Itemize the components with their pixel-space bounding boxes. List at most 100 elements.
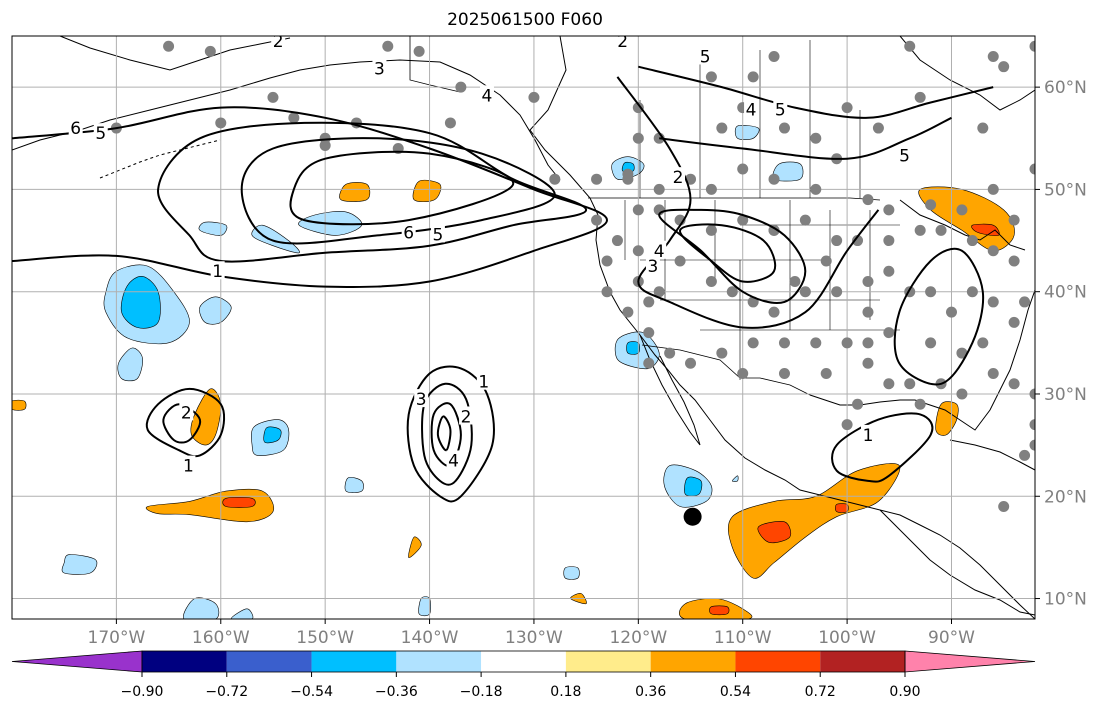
- station-dot: [904, 378, 916, 390]
- contour-label: 2: [273, 32, 284, 52]
- lat-tick-label: 40°N: [1044, 283, 1087, 303]
- contour-label: 5: [95, 124, 106, 144]
- coastline-north-america: [529, 36, 1035, 619]
- station-dot: [653, 286, 665, 298]
- contour-label: 1: [478, 373, 489, 393]
- contour-label-bg: [68, 118, 83, 137]
- colorbar: −0.90 −0.72 −0.54 −0.36 −0.18 0.18 0.36 0.54 0.7…: [11, 650, 1036, 700]
- station-dot: [705, 275, 717, 287]
- station-dot: [820, 368, 832, 380]
- alaska-border: [409, 36, 461, 93]
- station-dot: [778, 122, 790, 134]
- station-dot: [622, 306, 634, 318]
- colorbar-tick-label: −0.36: [375, 684, 418, 700]
- contour-label-bg: [93, 123, 108, 142]
- contour-label-bg: [615, 36, 630, 50]
- station-dot: [413, 45, 425, 57]
- station-dot: [1008, 255, 1020, 267]
- station-dot: [862, 194, 874, 206]
- station-dot: [601, 255, 613, 267]
- contour-label: 3: [416, 390, 427, 410]
- station-dot: [768, 306, 780, 318]
- coastline-alaska-north: [59, 36, 291, 71]
- lon-tick-label: 90°W: [928, 628, 975, 648]
- station-dot: [799, 286, 811, 298]
- station-dot: [956, 204, 968, 216]
- station-dot: [987, 50, 999, 62]
- station-dot: [925, 199, 937, 211]
- contour-label-bg: [372, 58, 387, 77]
- contour-ridge-north-1: [638, 65, 994, 119]
- station-dot: [1019, 296, 1031, 308]
- colorbar-tick-label: −0.72: [205, 684, 248, 700]
- station-dot: [768, 50, 780, 62]
- contour-east-ridge: [893, 247, 985, 386]
- station-dot: [977, 337, 989, 349]
- contour-label-bg: [479, 85, 494, 104]
- station-dot: [1029, 419, 1035, 431]
- station-dot: [591, 214, 603, 226]
- station-dot: [768, 173, 780, 185]
- shade-pos-far-west: [12, 399, 27, 411]
- station-dot: [643, 327, 655, 339]
- colorbar-tick-label: −0.18: [460, 684, 503, 700]
- station-dot: [914, 224, 926, 236]
- station-dot: [852, 398, 864, 410]
- station-dot: [977, 122, 989, 134]
- station-dot: [591, 173, 603, 185]
- station-dot: [987, 296, 999, 308]
- station-dot: [528, 91, 540, 103]
- map-title: 2025061500 F060: [447, 10, 603, 30]
- station-dot: [716, 122, 728, 134]
- coastline-alaska: [12, 59, 561, 181]
- contour-label: 2: [617, 32, 628, 52]
- gridlines: [12, 36, 1035, 619]
- station-dot: [883, 378, 895, 390]
- station-dot: [883, 265, 895, 277]
- colorbar-segment: [396, 651, 482, 672]
- station-dot: [810, 132, 822, 144]
- station-dot: [1019, 449, 1031, 461]
- station-dot: [883, 327, 895, 339]
- station-dot: [1008, 214, 1020, 226]
- shade-neg-west-small: [199, 296, 232, 325]
- station-dot: [444, 117, 456, 129]
- station-dot: [778, 368, 790, 380]
- marker-layer: [683, 507, 702, 526]
- station-dot: [685, 357, 697, 369]
- station-dot: [737, 163, 749, 175]
- station-dot: [841, 102, 853, 114]
- station-dot: [1029, 163, 1035, 175]
- colorbar-tick-label: 0.18: [550, 684, 581, 700]
- contour-label: 5: [899, 147, 910, 167]
- lon-tick-label: 120°W: [609, 628, 667, 648]
- contour-label-bg: [476, 371, 491, 390]
- contour-low-central-pacific-1: [145, 387, 226, 458]
- contour-label: 4: [448, 451, 459, 471]
- shade-pos-great-lakes-core: [971, 223, 1000, 236]
- contour-label-bg: [773, 99, 788, 118]
- shade-pos-mexico-big-core-2: [835, 503, 849, 513]
- colorbar-segment: [226, 651, 312, 672]
- station-dot: [820, 255, 832, 267]
- station-dot: [883, 204, 895, 216]
- shade-neg-mexico-west-core: [684, 476, 703, 497]
- contour-low-east-pacific-4: [436, 415, 452, 452]
- contour-label: 6: [70, 119, 81, 139]
- contour-label-bg: [652, 240, 667, 259]
- contour-label-bg: [698, 46, 713, 65]
- lat-tick-label: 60°N: [1044, 78, 1087, 98]
- colorbar-segment: [820, 651, 905, 672]
- station-dot: [653, 183, 665, 195]
- station-dot: [862, 275, 874, 287]
- station-dot: [966, 286, 978, 298]
- shade-neg-hawaii-core: [263, 426, 282, 444]
- station-dot: [841, 337, 853, 349]
- contour-label-bg: [670, 167, 685, 186]
- colorbar-segment: [142, 651, 227, 672]
- shade-pos-mexico-big-core-1: [757, 521, 792, 544]
- station-dot: [632, 102, 644, 114]
- colorbar-extend-low: [11, 650, 143, 673]
- contour-trough-west-3: [679, 223, 777, 283]
